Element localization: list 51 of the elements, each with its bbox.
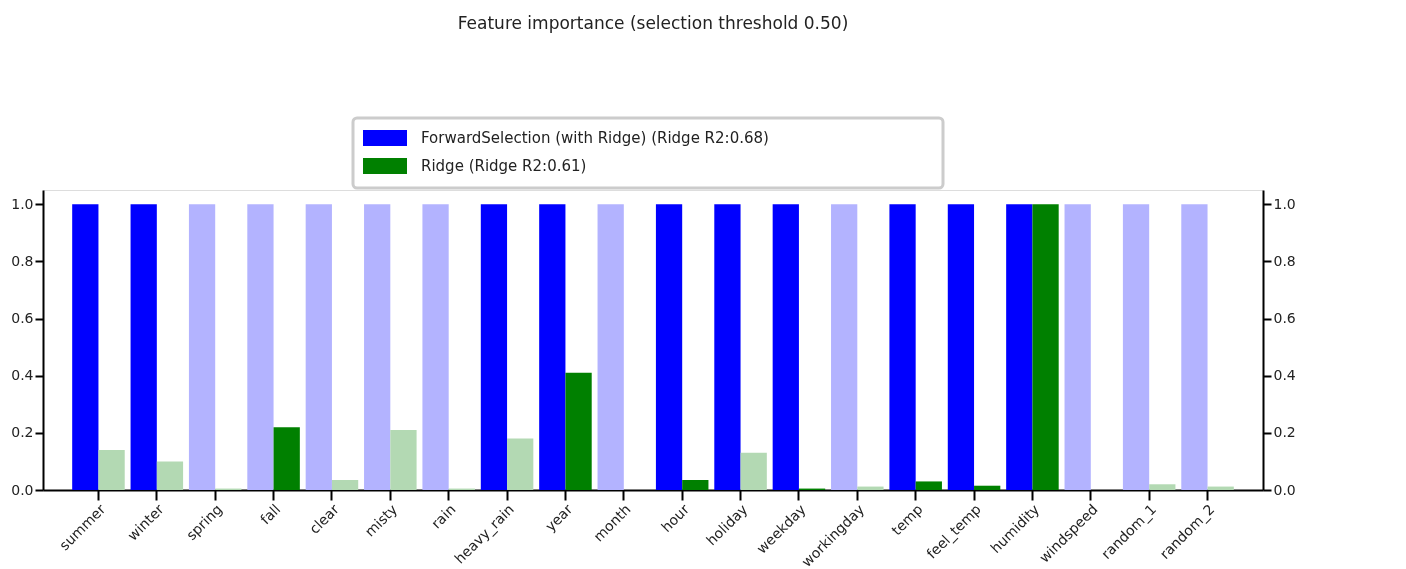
bar [1064,204,1091,490]
bar [1181,204,1208,490]
y2-tick-label: 0.0 [1273,481,1296,498]
bar [422,204,449,490]
bar [682,480,709,490]
bar [539,204,566,490]
bar [1122,204,1150,490]
bar [331,480,359,490]
bar [740,452,767,490]
bar [273,427,300,490]
bar [480,204,508,490]
bar [247,204,274,490]
bar [714,204,741,490]
y2-tick-label: 0.4 [1273,367,1296,384]
bar [364,204,391,490]
y2-tick-label: 0.6 [1273,310,1296,327]
x-tick-label: rain [428,501,459,532]
bar [507,438,534,490]
bar [130,204,157,490]
y2-tick-label: 0.2 [1273,424,1296,441]
bar [857,486,884,490]
bar [772,204,799,490]
bar [305,204,332,490]
y-tick-label: 0.0 [11,481,34,498]
bar [1006,204,1033,490]
y-tick-label: 1.0 [11,195,34,212]
bar [390,430,417,490]
bar [98,450,125,490]
y2-tick-label: 0.8 [1273,252,1296,269]
y-tick-label: 0.8 [11,252,34,269]
y-tick-label: 0.4 [11,367,34,384]
bar [1032,204,1059,490]
y-tick-label: 0.2 [11,424,34,441]
y-tick-label: 0.6 [11,310,34,327]
bar [72,204,99,490]
bar [974,485,1001,490]
bar [188,204,216,490]
bar [565,372,592,490]
legend-label: ForwardSelection (with Ridge) (Ridge R2:0.68) [421,129,769,147]
bar [915,481,942,490]
chart-title: Feature importance (selection threshold 0.50) [457,12,849,33]
bar [889,204,916,490]
bar [597,204,624,490]
bar [947,204,975,490]
y2-tick-label: 1.0 [1273,195,1296,212]
legend-label: Ridge (Ridge R2:0.61) [421,157,587,175]
bar [831,204,858,490]
bar [156,461,184,490]
bar [655,204,683,490]
bar [1149,484,1176,490]
x-tick-label: fall [257,501,284,528]
